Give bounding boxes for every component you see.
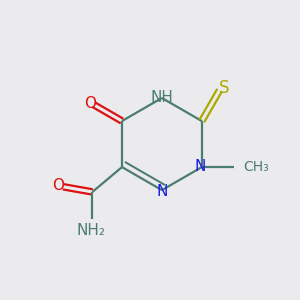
Text: O: O [84, 96, 96, 111]
Text: S: S [219, 79, 229, 97]
Text: O: O [52, 178, 64, 194]
Text: NH₂: NH₂ [76, 224, 105, 238]
Text: N: N [156, 184, 168, 199]
Text: NH: NH [151, 90, 173, 105]
Text: N: N [195, 159, 206, 174]
Text: CH₃: CH₃ [243, 160, 268, 174]
